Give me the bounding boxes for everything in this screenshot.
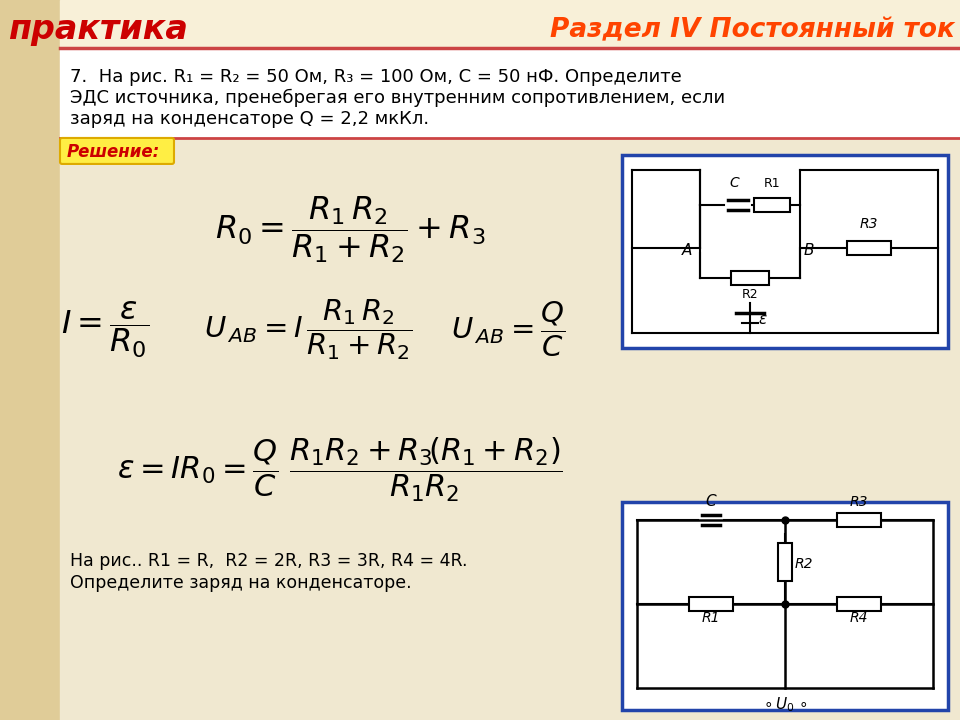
Text: R3: R3 — [860, 217, 878, 231]
Text: $\circ\, U_0\, \circ$: $\circ\, U_0\, \circ$ — [762, 696, 807, 714]
Text: $\varepsilon$: $\varepsilon$ — [758, 312, 768, 328]
Text: 7.  На рис. R₁ = R₂ = 50 Ом, R₃ = 100 Ом, С = 50 нФ. Определите: 7. На рис. R₁ = R₂ = 50 Ом, R₃ = 100 Ом,… — [70, 68, 682, 86]
Bar — [0, 0, 60, 720]
Text: A: A — [682, 243, 692, 258]
Bar — [837, 597, 881, 611]
Text: $U_{\,AB} = \dfrac{Q}{C}$: $U_{\,AB} = \dfrac{Q}{C}$ — [451, 300, 565, 359]
Bar — [731, 271, 769, 285]
Text: R1: R1 — [764, 177, 780, 190]
Text: $U_{\,AB} = I\,\dfrac{R_1\,R_2}{R_1 + R_2}$: $U_{\,AB} = I\,\dfrac{R_1\,R_2}{R_1 + R_… — [204, 297, 412, 362]
Text: C: C — [706, 494, 716, 509]
Bar — [60, 48, 960, 138]
Bar — [837, 513, 881, 527]
Text: B: B — [804, 243, 814, 258]
Text: Решение:: Решение: — [67, 143, 160, 161]
Text: R2: R2 — [742, 288, 758, 301]
Text: заряд на конденсаторе Q = 2,2 мкКл.: заряд на конденсаторе Q = 2,2 мкКл. — [70, 110, 429, 128]
FancyBboxPatch shape — [60, 138, 174, 164]
Text: ЭДС источника, пренебрегая его внутренним сопротивлением, если: ЭДС источника, пренебрегая его внутренни… — [70, 89, 725, 107]
Bar — [60, 0, 960, 48]
Text: $\varepsilon = IR_0 = \dfrac{Q}{C}\;\dfrac{R_1 R_2 + R_3\!\left(R_1 + R_2\right): $\varepsilon = IR_0 = \dfrac{Q}{C}\;\dfr… — [117, 436, 563, 504]
Text: $R_0 = \dfrac{R_1\,R_2}{R_1 + R_2} + R_3$: $R_0 = \dfrac{R_1\,R_2}{R_1 + R_2} + R_3… — [215, 194, 486, 266]
Text: R3: R3 — [850, 495, 868, 509]
Text: На рис.. R1 = R,  R2 = 2R, R3 = 3R, R4 = 4R.: На рис.. R1 = R, R2 = 2R, R3 = 3R, R4 = … — [70, 552, 468, 570]
Text: R4: R4 — [850, 611, 868, 625]
Text: R1: R1 — [702, 611, 720, 625]
Bar — [689, 597, 733, 611]
Text: C: C — [730, 176, 739, 190]
Bar — [60, 138, 960, 720]
Bar — [754, 198, 790, 212]
Text: практика: практика — [8, 14, 188, 47]
Text: Определите заряд на конденсаторе.: Определите заряд на конденсаторе. — [70, 574, 412, 592]
Bar — [622, 502, 948, 710]
Text: R2: R2 — [795, 557, 813, 571]
Bar — [622, 155, 948, 348]
Bar — [778, 543, 792, 581]
Bar — [847, 241, 891, 255]
Text: $I = \dfrac{\varepsilon}{R_0}$: $I = \dfrac{\varepsilon}{R_0}$ — [60, 300, 149, 360]
Text: Раздел IV Постоянный ток: Раздел IV Постоянный ток — [550, 17, 955, 43]
